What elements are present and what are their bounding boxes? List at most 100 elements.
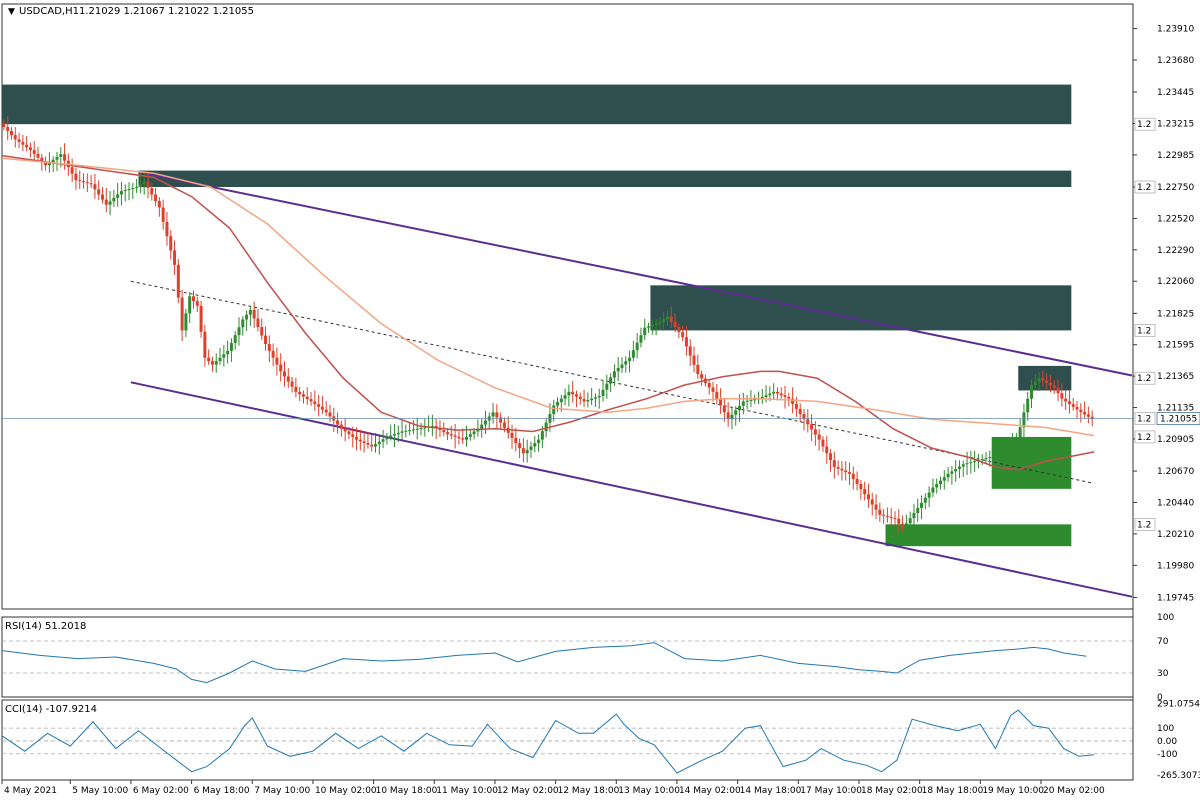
candle-body xyxy=(722,405,726,413)
rsi-axis-label: 0 xyxy=(1157,693,1163,703)
candle-body xyxy=(870,499,874,505)
candle-body xyxy=(624,361,628,365)
candle-body xyxy=(946,473,950,478)
candle-body xyxy=(639,335,643,343)
price-tick-label: 1.22985 xyxy=(1157,151,1194,161)
header-collapse-icon[interactable]: ▼ xyxy=(8,7,15,17)
price-tick-label: 1.23680 xyxy=(1157,56,1194,66)
candle-body xyxy=(533,443,537,447)
candle-body xyxy=(25,144,29,148)
candle-body xyxy=(301,394,305,397)
rsi-axis-label: 100 xyxy=(1157,613,1174,623)
candle-body xyxy=(59,154,63,157)
zone-price-tag xyxy=(1134,371,1156,385)
candle-body xyxy=(874,504,878,510)
candle-body xyxy=(965,463,969,465)
candle-body xyxy=(396,432,400,435)
candle-body xyxy=(404,430,408,432)
candle-body xyxy=(1083,411,1087,415)
price-tick-label: 1.21135 xyxy=(1157,404,1194,414)
candle-body xyxy=(908,518,912,524)
candle-body xyxy=(457,436,461,439)
rsi-pane-frame xyxy=(1,616,1134,698)
candle-body xyxy=(309,399,313,402)
candle-body xyxy=(207,357,211,362)
candle-body xyxy=(681,332,685,338)
candle-body xyxy=(275,357,279,365)
candle-body xyxy=(119,191,123,195)
supply-zone xyxy=(1018,365,1072,391)
candle-body xyxy=(923,497,927,503)
candle-body xyxy=(279,364,283,372)
candle-body xyxy=(40,157,44,162)
candle-body xyxy=(1030,385,1034,399)
candle-body xyxy=(999,450,1003,454)
zone-price-tag xyxy=(1134,324,1156,337)
candle-body xyxy=(992,456,996,458)
candle-body xyxy=(9,131,13,136)
cci-axis-label: -265.3073 xyxy=(1157,771,1200,781)
axes: 1.23910 1.23680 1.23445 1.23215 1.22985 1.227… xyxy=(1,4,1200,796)
main-price-pane[interactable] xyxy=(1,3,1134,610)
candle-body xyxy=(942,477,946,481)
candle-body xyxy=(597,395,601,398)
candle-body xyxy=(419,428,423,430)
candle-body xyxy=(1090,416,1094,420)
candle-body xyxy=(161,207,165,222)
candle-body xyxy=(127,189,131,191)
cci-pane[interactable] xyxy=(1,699,1134,781)
candle-body xyxy=(55,156,59,160)
candle-body xyxy=(829,453,833,461)
candle-body xyxy=(586,400,590,402)
candle-body xyxy=(802,414,806,420)
candle-body xyxy=(362,441,366,444)
candle-body xyxy=(248,309,252,315)
candle-body xyxy=(1064,398,1068,402)
candle-body xyxy=(836,466,840,469)
candle-body xyxy=(283,371,286,377)
candle-body xyxy=(961,464,965,467)
candle-body xyxy=(381,439,385,442)
candle-body xyxy=(70,167,74,174)
candle-body xyxy=(605,383,609,390)
candle-body xyxy=(995,453,999,457)
time-tick-label: 4 May 2021 xyxy=(4,786,57,796)
candle-body xyxy=(252,309,256,319)
candle-body xyxy=(131,188,135,190)
candle-body xyxy=(719,398,723,406)
candle-body xyxy=(1079,409,1083,412)
candle-body xyxy=(969,462,973,464)
price-tick-label: 1.21365 xyxy=(1157,372,1194,382)
candle-body xyxy=(893,517,897,519)
candle-body xyxy=(628,357,632,362)
zone-price-tag-label: 1.2 xyxy=(1137,374,1151,384)
price-tick-label: 1.20210 xyxy=(1157,530,1194,540)
candle-body xyxy=(358,439,362,442)
candle-body xyxy=(760,396,764,399)
candle-body xyxy=(593,397,597,399)
price-tick-label: 1.22750 xyxy=(1157,183,1194,193)
candle-body xyxy=(157,201,161,208)
candle-body xyxy=(578,396,582,400)
candle-body xyxy=(1060,393,1064,399)
candle-body xyxy=(339,424,343,429)
candle-body xyxy=(768,393,772,396)
candle-body xyxy=(214,361,218,365)
candle-body xyxy=(195,301,199,306)
candle-body xyxy=(817,434,821,440)
candle-body xyxy=(901,523,905,529)
candle-body xyxy=(1056,387,1060,394)
candle-body xyxy=(317,404,321,407)
candle-body xyxy=(753,399,757,401)
candle-body xyxy=(529,446,533,450)
supply-zone xyxy=(650,285,1072,331)
candle-body xyxy=(63,154,67,161)
candle-body xyxy=(715,391,719,399)
candle-body xyxy=(449,434,453,436)
candle-body xyxy=(465,436,469,440)
rsi-pane[interactable] xyxy=(1,616,1134,698)
candle-body xyxy=(135,187,139,189)
candle-body xyxy=(199,305,203,332)
